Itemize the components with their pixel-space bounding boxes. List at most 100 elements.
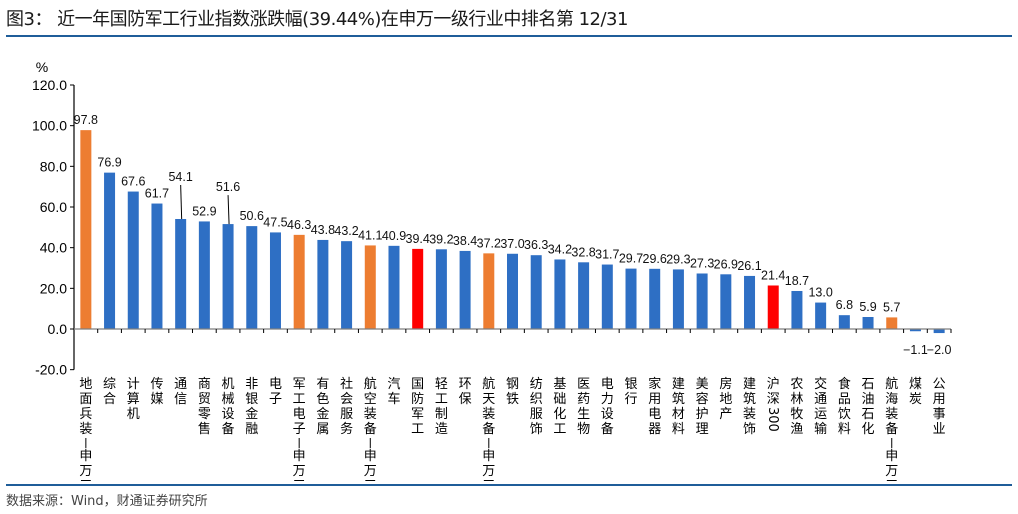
value-label: 6.8	[836, 298, 853, 312]
category-label: 机	[127, 407, 140, 422]
bar-2	[127, 191, 139, 329]
value-label: 34.2	[548, 242, 572, 256]
category-label: 料	[672, 422, 685, 437]
value-label: 46.3	[287, 218, 311, 232]
value-label: 50.6	[240, 209, 264, 223]
category-label: 石	[862, 377, 875, 392]
value-label: 27.3	[690, 256, 714, 270]
bar-11	[341, 241, 353, 329]
category-label: 容	[696, 391, 709, 407]
category-label: 备	[364, 421, 377, 437]
category-label: 家	[648, 376, 661, 392]
y-tick-label: 20.0	[40, 280, 67, 296]
category-label: 服	[530, 407, 543, 422]
y-axis: % 120.0 100.0 80.0 60.0 40.0 20.0 0.0 -20.0	[32, 59, 75, 378]
bar-10	[317, 239, 329, 329]
value-label: 41.1	[358, 228, 382, 242]
title-divider	[6, 35, 1012, 37]
value-label: 18.7	[785, 274, 809, 288]
bar-8	[269, 232, 281, 329]
category-label: 理	[696, 422, 709, 437]
category-label: 三	[482, 479, 495, 484]
category-label: 万	[293, 464, 306, 479]
category-label: 汽	[387, 377, 400, 392]
category-label: 传	[150, 377, 163, 392]
category-label: 算	[127, 392, 140, 407]
category-label: 万	[364, 464, 377, 479]
category-label: 输	[814, 421, 827, 437]
category-label: 海	[885, 392, 898, 407]
category-label: 织	[530, 392, 543, 407]
bar-5	[198, 221, 210, 329]
category-label: 地	[79, 377, 92, 392]
category-label: 售	[198, 421, 211, 437]
category-label: 金	[316, 406, 329, 422]
bar-28	[744, 275, 756, 329]
category-label: 业	[933, 422, 946, 437]
value-label: 38.4	[453, 234, 477, 248]
category-label: 媒	[150, 392, 163, 407]
category-label: 服	[340, 407, 353, 422]
category-label: 装	[885, 407, 898, 422]
category-label: 交	[814, 376, 827, 392]
bar-3	[151, 203, 163, 329]
category-label: 煤	[909, 377, 922, 392]
bars	[80, 130, 945, 334]
category-label: 备	[482, 421, 495, 437]
category-label: 电	[293, 407, 306, 422]
category-label: 计	[127, 377, 140, 392]
category-label: 装	[482, 407, 495, 422]
category-label: 基	[553, 377, 566, 392]
category-label: 饮	[838, 407, 851, 422]
bar-31	[815, 302, 827, 329]
bar-36	[933, 329, 945, 334]
category-label: 非	[245, 377, 258, 392]
category-label: 万	[885, 464, 898, 479]
category-label: 建	[743, 377, 756, 392]
category-label: 子	[269, 392, 282, 407]
bar-33	[862, 317, 874, 329]
category-label: 商	[198, 377, 211, 392]
category-label: 车	[387, 391, 400, 407]
category-label: 产	[719, 407, 732, 422]
value-label: 76.9	[97, 156, 121, 170]
bar-20	[554, 259, 566, 329]
category-label: 申	[482, 449, 495, 464]
category-label: 料	[838, 422, 851, 437]
value-label: 36.3	[524, 238, 548, 252]
category-label: 面	[79, 392, 92, 407]
category-label: 申	[885, 449, 898, 464]
value-label: 54.1	[168, 170, 192, 184]
chart-title: 图3： 近一年国防军工行业指数涨跌幅(39.44%)在申万一级行业中排名第 12…	[6, 9, 628, 30]
bar-19	[530, 255, 542, 329]
category-label: 申	[293, 449, 306, 464]
category-label: 航	[482, 376, 495, 392]
category-label: 金	[245, 406, 258, 422]
category-label: 美	[696, 377, 709, 392]
category-label: 万	[482, 464, 495, 479]
category-label: 品	[838, 392, 851, 407]
bar-30	[791, 290, 803, 329]
bar-23	[625, 268, 637, 329]
category-label: 备	[601, 421, 614, 437]
category-label: 军	[411, 407, 424, 422]
bar-24	[649, 268, 661, 329]
bar-29	[767, 285, 779, 329]
bar-35	[909, 329, 921, 332]
category-label: 钢	[506, 377, 519, 392]
value-label: −2.0	[927, 343, 952, 357]
category-label: 设	[222, 407, 235, 422]
category-label: 属	[316, 422, 329, 437]
value-label: 29.3	[666, 252, 690, 266]
category-label: 饰	[530, 422, 543, 437]
category-label: 材	[672, 407, 685, 422]
bar-17	[483, 253, 495, 329]
category-label: 申	[79, 449, 92, 464]
category-label: 纺	[530, 377, 543, 392]
y-tick-label: 40.0	[40, 240, 67, 256]
category-label: 用	[648, 392, 661, 407]
category-label: 器	[648, 422, 661, 437]
category-label: 三	[79, 479, 92, 484]
category-label: 医	[577, 377, 590, 392]
category-label: 工	[553, 422, 566, 437]
